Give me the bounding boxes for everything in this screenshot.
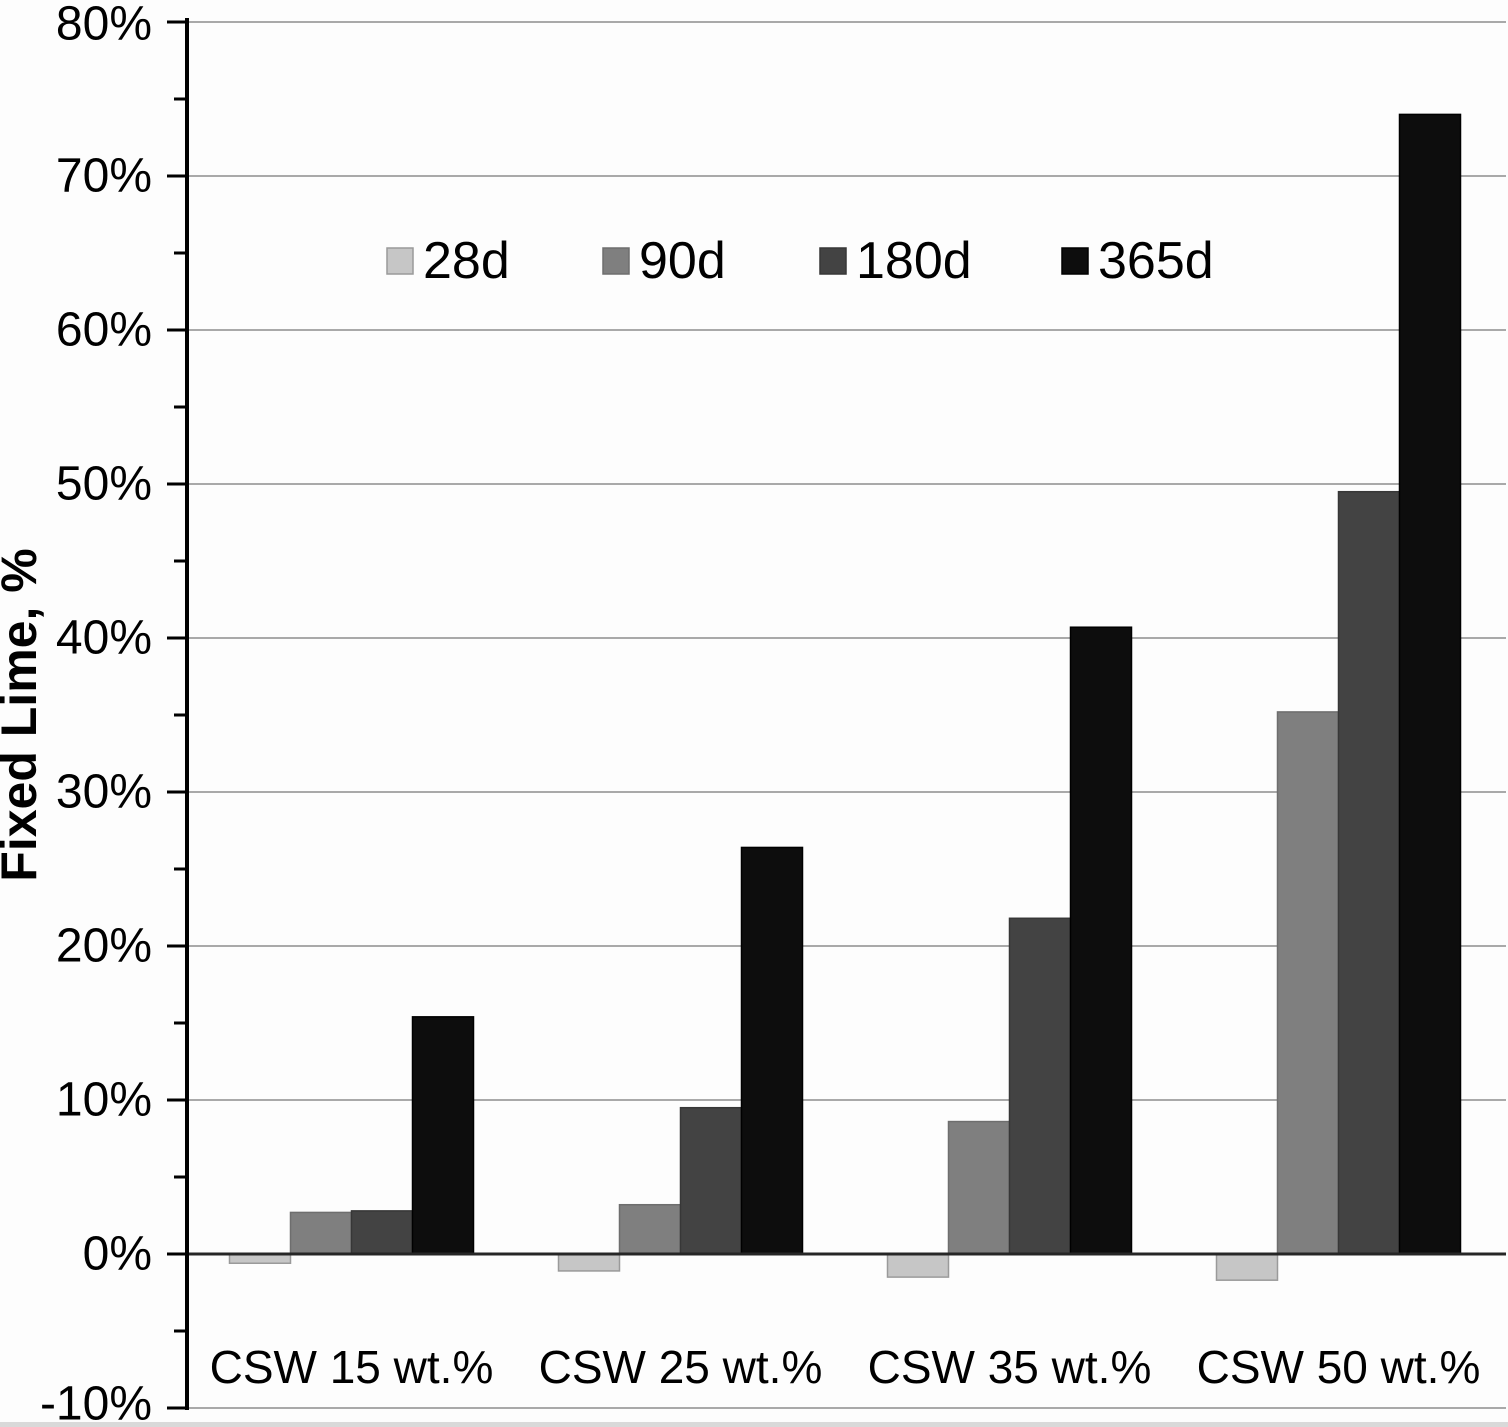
bar-90d-4 [1276,711,1340,1255]
legend-label-90d: 90d [639,232,726,290]
y-tick-label-40: 40% [56,612,152,665]
y-axis-title: Fixed Lime, % [0,548,47,881]
legend-item-90d: 90d [602,232,726,290]
legend-label-180d: 180d [856,232,972,290]
legend-item-365d: 365d [1061,232,1214,290]
bar-90d-1 [289,1211,353,1255]
bar-28d-3 [886,1253,950,1278]
legend-item-28d: 28d [386,232,510,290]
y-tick-label-80: 80% [56,0,152,51]
y-tick-label-30: 30% [56,766,152,819]
bar-180d-1 [350,1210,414,1255]
legend-item-180d: 180d [819,232,972,290]
legend-swatch-90d [602,247,630,275]
bar-365d-1 [411,1016,475,1255]
x-axis-label-2: CSW 25 wt.% [539,1341,823,1393]
legend-swatch-28d [386,247,414,275]
bars [228,113,1462,1281]
y-tick-label-50: 50% [56,458,152,511]
bar-180d-2 [679,1106,743,1255]
y-axis [167,18,189,1410]
bar-180d-3 [1008,917,1072,1255]
legend: 28d 90d 180d 365d [386,232,1214,290]
y-tick-label--10: -10% [40,1378,152,1427]
x-axis-labels: CSW 15 wt.% CSW 25 wt.% CSW 35 wt.% CSW 50 … [210,1341,1481,1393]
legend-label-365d: 365d [1098,232,1214,290]
bar-365d-4 [1398,113,1462,1255]
y-tick-label-0: 0% [83,1228,152,1281]
bar-90d-2 [618,1203,682,1255]
y-tick-label-20: 20% [56,920,152,973]
x-axis-label-1: CSW 15 wt.% [210,1341,494,1393]
y-tick-label-70: 70% [56,150,152,203]
bar-180d-4 [1337,490,1401,1255]
legend-label-28d: 28d [423,232,510,290]
legend-swatch-365d [1061,247,1089,275]
figure-bottom-edge [0,1422,1508,1427]
bar-28d-4 [1215,1253,1279,1281]
legend-swatch-180d [819,247,847,275]
x-axis-label-4: CSW 50 wt.% [1197,1341,1481,1393]
x-axis-label-3: CSW 35 wt.% [868,1341,1152,1393]
y-tick-label-10: 10% [56,1074,152,1127]
bar-28d-2 [557,1253,621,1272]
bar-90d-3 [947,1120,1011,1255]
y-tick-label-60: 60% [56,304,152,357]
bar-365d-2 [740,846,804,1255]
y-tick-labels: 80% 70% 60% 50% 40% 30% 20% 10% 0% -10% [40,0,152,1427]
bar-365d-3 [1069,626,1133,1255]
